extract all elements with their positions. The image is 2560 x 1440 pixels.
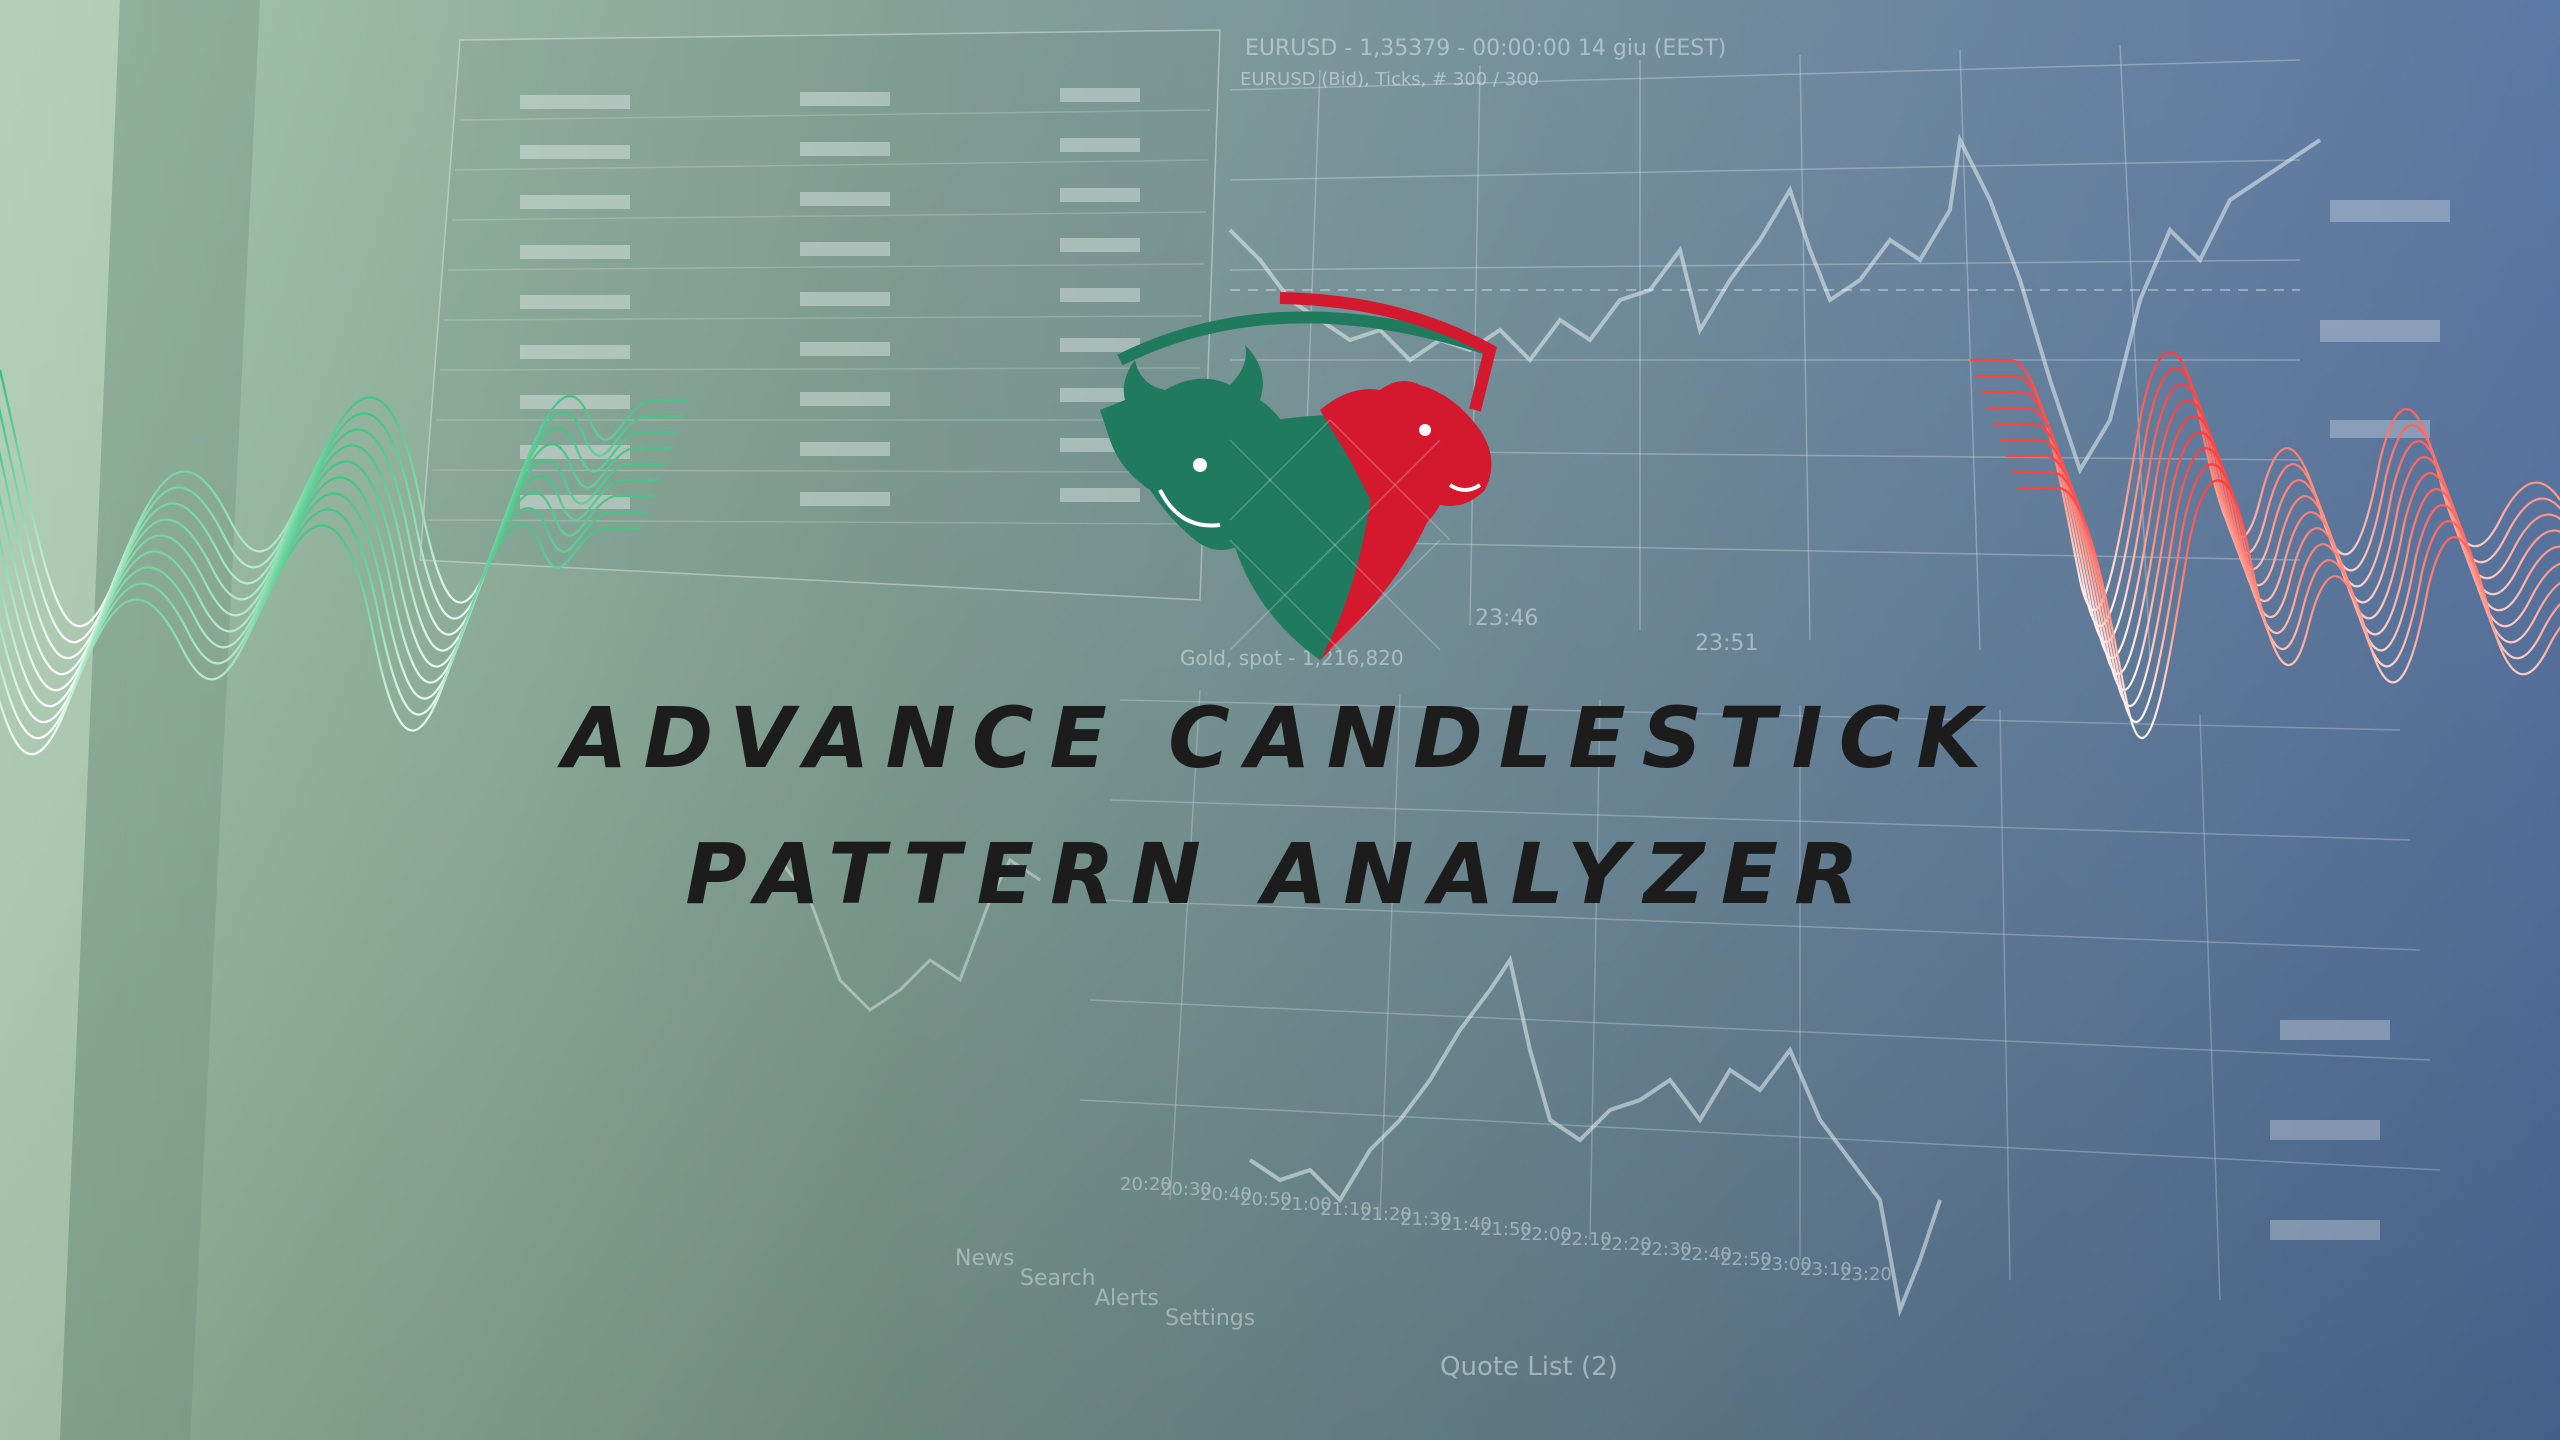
- time-axis-label: 22:40: [1680, 1244, 1732, 1265]
- price-line-top: [1228, 133, 2322, 475]
- time-axis-label: 21:20: [1360, 1204, 1412, 1225]
- title-line-2: PATTERN ANALYZER: [685, 825, 1875, 923]
- time-label-1: 23:46: [1475, 606, 1538, 631]
- time-axis-label: 20:30: [1160, 1179, 1212, 1200]
- price-line-left: [778, 857, 1041, 1012]
- chart-header-bottom-text: Gold, spot - 1,216,820: [1180, 646, 1404, 670]
- time-axis-label: 21:40: [1440, 1214, 1492, 1235]
- chart-grid-top: [1229, 44, 2301, 661]
- chart-subheader-top-text: EURUSD (Bid), Ticks, # 300 / 300: [1240, 69, 1539, 90]
- price-line-bottom: [1248, 954, 1942, 1318]
- time-label-2: 23:51: [1695, 631, 1758, 656]
- red-wave-line: [2018, 479, 2560, 739]
- time-axis-label: 21:50: [1480, 1219, 1532, 1240]
- time-axis-label: 22:10: [1560, 1229, 1612, 1250]
- red-wave-lines: [1970, 351, 2560, 739]
- time-axis-label: 23:00: [1760, 1254, 1812, 1275]
- time-axis-label: 21:10: [1320, 1199, 1372, 1220]
- title-line-1: ADVANCE CANDLESTICK: [562, 689, 1998, 787]
- time-axis-label: 21:00: [1280, 1194, 1332, 1215]
- banner-title: ADVANCE CANDLESTICK PATTERN ANALYZER: [0, 670, 2560, 942]
- time-axis-label: 20:50: [1240, 1189, 1292, 1210]
- tab-search: Search: [1020, 1266, 1096, 1291]
- time-axis-label: 21:30: [1400, 1209, 1452, 1230]
- right-axis-tags: [2270, 200, 2450, 1240]
- time-axis-label: 23:10: [1800, 1259, 1852, 1280]
- time-axis-label: 22:30: [1640, 1239, 1692, 1260]
- time-axis-label: 23:20: [1840, 1264, 1892, 1285]
- time-axis-label: 20:20: [1120, 1174, 1172, 1195]
- bottom-tabs: News Search Alerts Settings: [955, 1246, 1255, 1331]
- green-wave-line: [0, 475, 660, 708]
- green-wave-line: [0, 523, 642, 756]
- green-wave-lines: [0, 369, 690, 756]
- tab-settings: Settings: [1165, 1306, 1255, 1331]
- time-axis-bottom: 20:20 20:30 20:40 20:50 21:00 21:10 21:2…: [1120, 1174, 1892, 1285]
- chart-grid-bottom: [1079, 689, 2441, 1301]
- quote-table-panel: [419, 29, 1221, 601]
- tab-alerts: Alerts: [1095, 1286, 1159, 1311]
- chart-header-top-text: EURUSD - 1,35379 - 00:00:00 14 giu (EEST…: [1245, 36, 1726, 61]
- bull-bear-shield-icon: [1100, 292, 1497, 660]
- time-axis-label: 22:20: [1600, 1234, 1652, 1255]
- quote-list-label: Quote List (2): [1440, 1352, 1618, 1382]
- tab-news: News: [955, 1246, 1014, 1271]
- time-axis-label: 22:00: [1520, 1224, 1572, 1245]
- time-axis-label: 20:40: [1200, 1184, 1252, 1205]
- time-axis-label: 22:50: [1720, 1249, 1772, 1270]
- red-wave-line: [2006, 447, 2560, 707]
